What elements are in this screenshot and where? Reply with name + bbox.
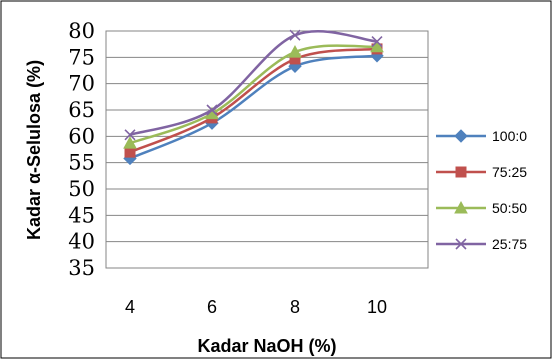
data-point xyxy=(124,129,136,141)
y-tick-label: 45 xyxy=(68,203,95,227)
data-point-stroke xyxy=(289,29,301,41)
x-tick-label: 10 xyxy=(367,297,387,317)
data-point-stroke xyxy=(124,129,136,141)
legend-label: 75:25 xyxy=(492,164,527,180)
y-tick-label: 70 xyxy=(68,72,95,96)
series-50-50 xyxy=(123,39,384,149)
data-point xyxy=(289,29,301,41)
series-line xyxy=(129,44,378,145)
y-tick-label: 65 xyxy=(68,98,95,122)
legend-label: 50:50 xyxy=(492,200,527,216)
legend-item: 50:50 xyxy=(436,200,527,216)
series-line xyxy=(129,47,378,154)
series-line xyxy=(129,30,378,136)
y-tick-label: 50 xyxy=(68,177,95,201)
legend-marker xyxy=(455,166,467,178)
x-axis-ticks: 4 6 8 10 xyxy=(125,297,387,317)
y-tick-label: 75 xyxy=(68,45,95,69)
x-tick-label: 8 xyxy=(290,297,300,317)
data-point xyxy=(288,45,302,58)
legend-label: 100:0 xyxy=(492,128,527,144)
y-tick-label: 40 xyxy=(68,230,95,254)
y-tick-label: 55 xyxy=(68,151,95,175)
x-axis-title: Kadar NaOH (%) xyxy=(197,336,336,356)
series-25-75 xyxy=(124,29,383,141)
legend-marker xyxy=(455,238,467,250)
data-point xyxy=(370,39,384,53)
y-tick-label: 80 xyxy=(68,19,95,43)
legend-marker xyxy=(454,200,468,214)
data-point xyxy=(123,136,137,149)
y-tick-label: 35 xyxy=(68,256,95,280)
data-point-stroke xyxy=(206,104,218,116)
legend-item: 75:25 xyxy=(436,164,527,180)
plot-area xyxy=(105,30,429,269)
legend: 100:0 75:25 50:50 25:75 xyxy=(436,128,527,252)
legend-label: 25:75 xyxy=(492,236,527,252)
data-point-stroke xyxy=(371,35,383,48)
y-tick-label: 60 xyxy=(68,124,95,148)
series-line xyxy=(129,54,378,160)
data-point xyxy=(371,35,383,48)
x-tick-label: 4 xyxy=(125,297,135,317)
legend-item: 100:0 xyxy=(436,128,527,144)
legend-marker xyxy=(454,129,468,143)
legend-marker-stroke xyxy=(455,238,467,250)
data-point xyxy=(206,104,218,116)
series-lines xyxy=(123,29,384,166)
legend-item: 25:75 xyxy=(436,236,527,252)
y-axis-title: Kadar α-Selulosa (%) xyxy=(24,60,44,240)
gridlines xyxy=(106,56,428,243)
x-tick-label: 6 xyxy=(207,297,217,317)
